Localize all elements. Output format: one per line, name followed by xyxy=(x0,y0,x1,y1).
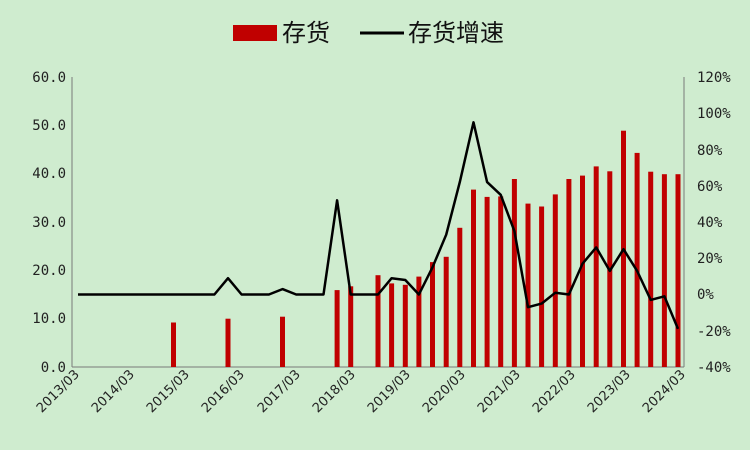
bar-inventory xyxy=(634,152,640,367)
bar-inventory xyxy=(471,189,476,367)
line-layer xyxy=(78,121,680,330)
x-ticks: 2013/03 2014/03 2015/03 2016/03 2017/03 … xyxy=(34,367,689,416)
x-tick: 2023/03 xyxy=(585,367,634,416)
bar-inventory xyxy=(593,166,599,367)
bar-inventory xyxy=(348,286,354,367)
bar-inventory xyxy=(457,227,463,367)
y-left-tick: 50.0 xyxy=(32,118,66,134)
bar-inventory xyxy=(580,175,585,367)
x-tick: 2020/03 xyxy=(420,367,469,416)
y-right-tick: 80% xyxy=(697,143,723,159)
bar-inventory xyxy=(280,316,285,367)
bar-inventory xyxy=(430,262,435,367)
x-tick: 2019/03 xyxy=(365,367,414,416)
x-tick: 2014/03 xyxy=(89,367,138,416)
y-left-tick: 20.0 xyxy=(32,263,66,279)
y-right-tick: 20% xyxy=(697,251,723,267)
bar-inventory xyxy=(375,275,381,367)
y-right-tick: 40% xyxy=(697,215,723,231)
bar-inventory xyxy=(402,284,408,367)
x-tick: 2022/03 xyxy=(530,367,579,416)
y-left-tick: 60.0 xyxy=(32,70,66,86)
x-tick: 2018/03 xyxy=(310,367,359,416)
bar-inventory xyxy=(566,179,572,367)
y-right-tick: -20% xyxy=(697,324,731,340)
y-right-tick: 100% xyxy=(697,106,731,122)
bar-inventory xyxy=(511,179,517,367)
y-left-tick: 0.0 xyxy=(41,360,66,376)
bar-inventory xyxy=(484,196,490,367)
x-tick: 2015/03 xyxy=(144,367,193,416)
x-tick: 2016/03 xyxy=(199,367,248,416)
bar-inventory xyxy=(498,196,504,367)
y-right-ticks: 120% 100% 80% 60% 40% 20% 0% -20% -40% xyxy=(697,70,731,376)
bar-inventory xyxy=(416,276,422,367)
legend-line-label: 存货增速 xyxy=(408,19,504,47)
bar-inventory xyxy=(443,256,449,367)
x-tick: 2024/03 xyxy=(640,367,689,416)
legend: 存货 存货增速 xyxy=(233,19,504,47)
y-left-ticks: 60.0 50.0 40.0 30.0 20.0 10.0 0.0 xyxy=(32,70,66,376)
bar-inventory xyxy=(661,174,667,367)
line-inventory-growth xyxy=(78,121,680,330)
y-left-tick: 10.0 xyxy=(32,311,66,327)
y-right-tick: 0% xyxy=(697,287,714,303)
bars-layer xyxy=(171,130,681,368)
bar-inventory xyxy=(171,322,176,367)
bar-inventory xyxy=(225,318,231,367)
bar-inventory xyxy=(334,290,340,367)
bar-inventory xyxy=(552,194,558,367)
bar-inventory xyxy=(525,203,531,367)
y-right-tick: -40% xyxy=(697,360,731,376)
legend-bar-swatch xyxy=(233,25,277,41)
x-tick: 2021/03 xyxy=(475,367,524,416)
legend-bar-label: 存货 xyxy=(282,19,330,47)
bar-inventory xyxy=(389,283,395,367)
bar-inventory xyxy=(539,206,545,367)
bar-inventory xyxy=(675,174,681,367)
y-left-tick: 40.0 xyxy=(32,166,66,182)
y-right-tick: 60% xyxy=(697,179,723,195)
x-tick: 2017/03 xyxy=(255,367,304,416)
y-right-tick: 120% xyxy=(697,70,731,86)
y-left-tick: 30.0 xyxy=(32,215,66,231)
bar-inventory xyxy=(648,171,654,367)
